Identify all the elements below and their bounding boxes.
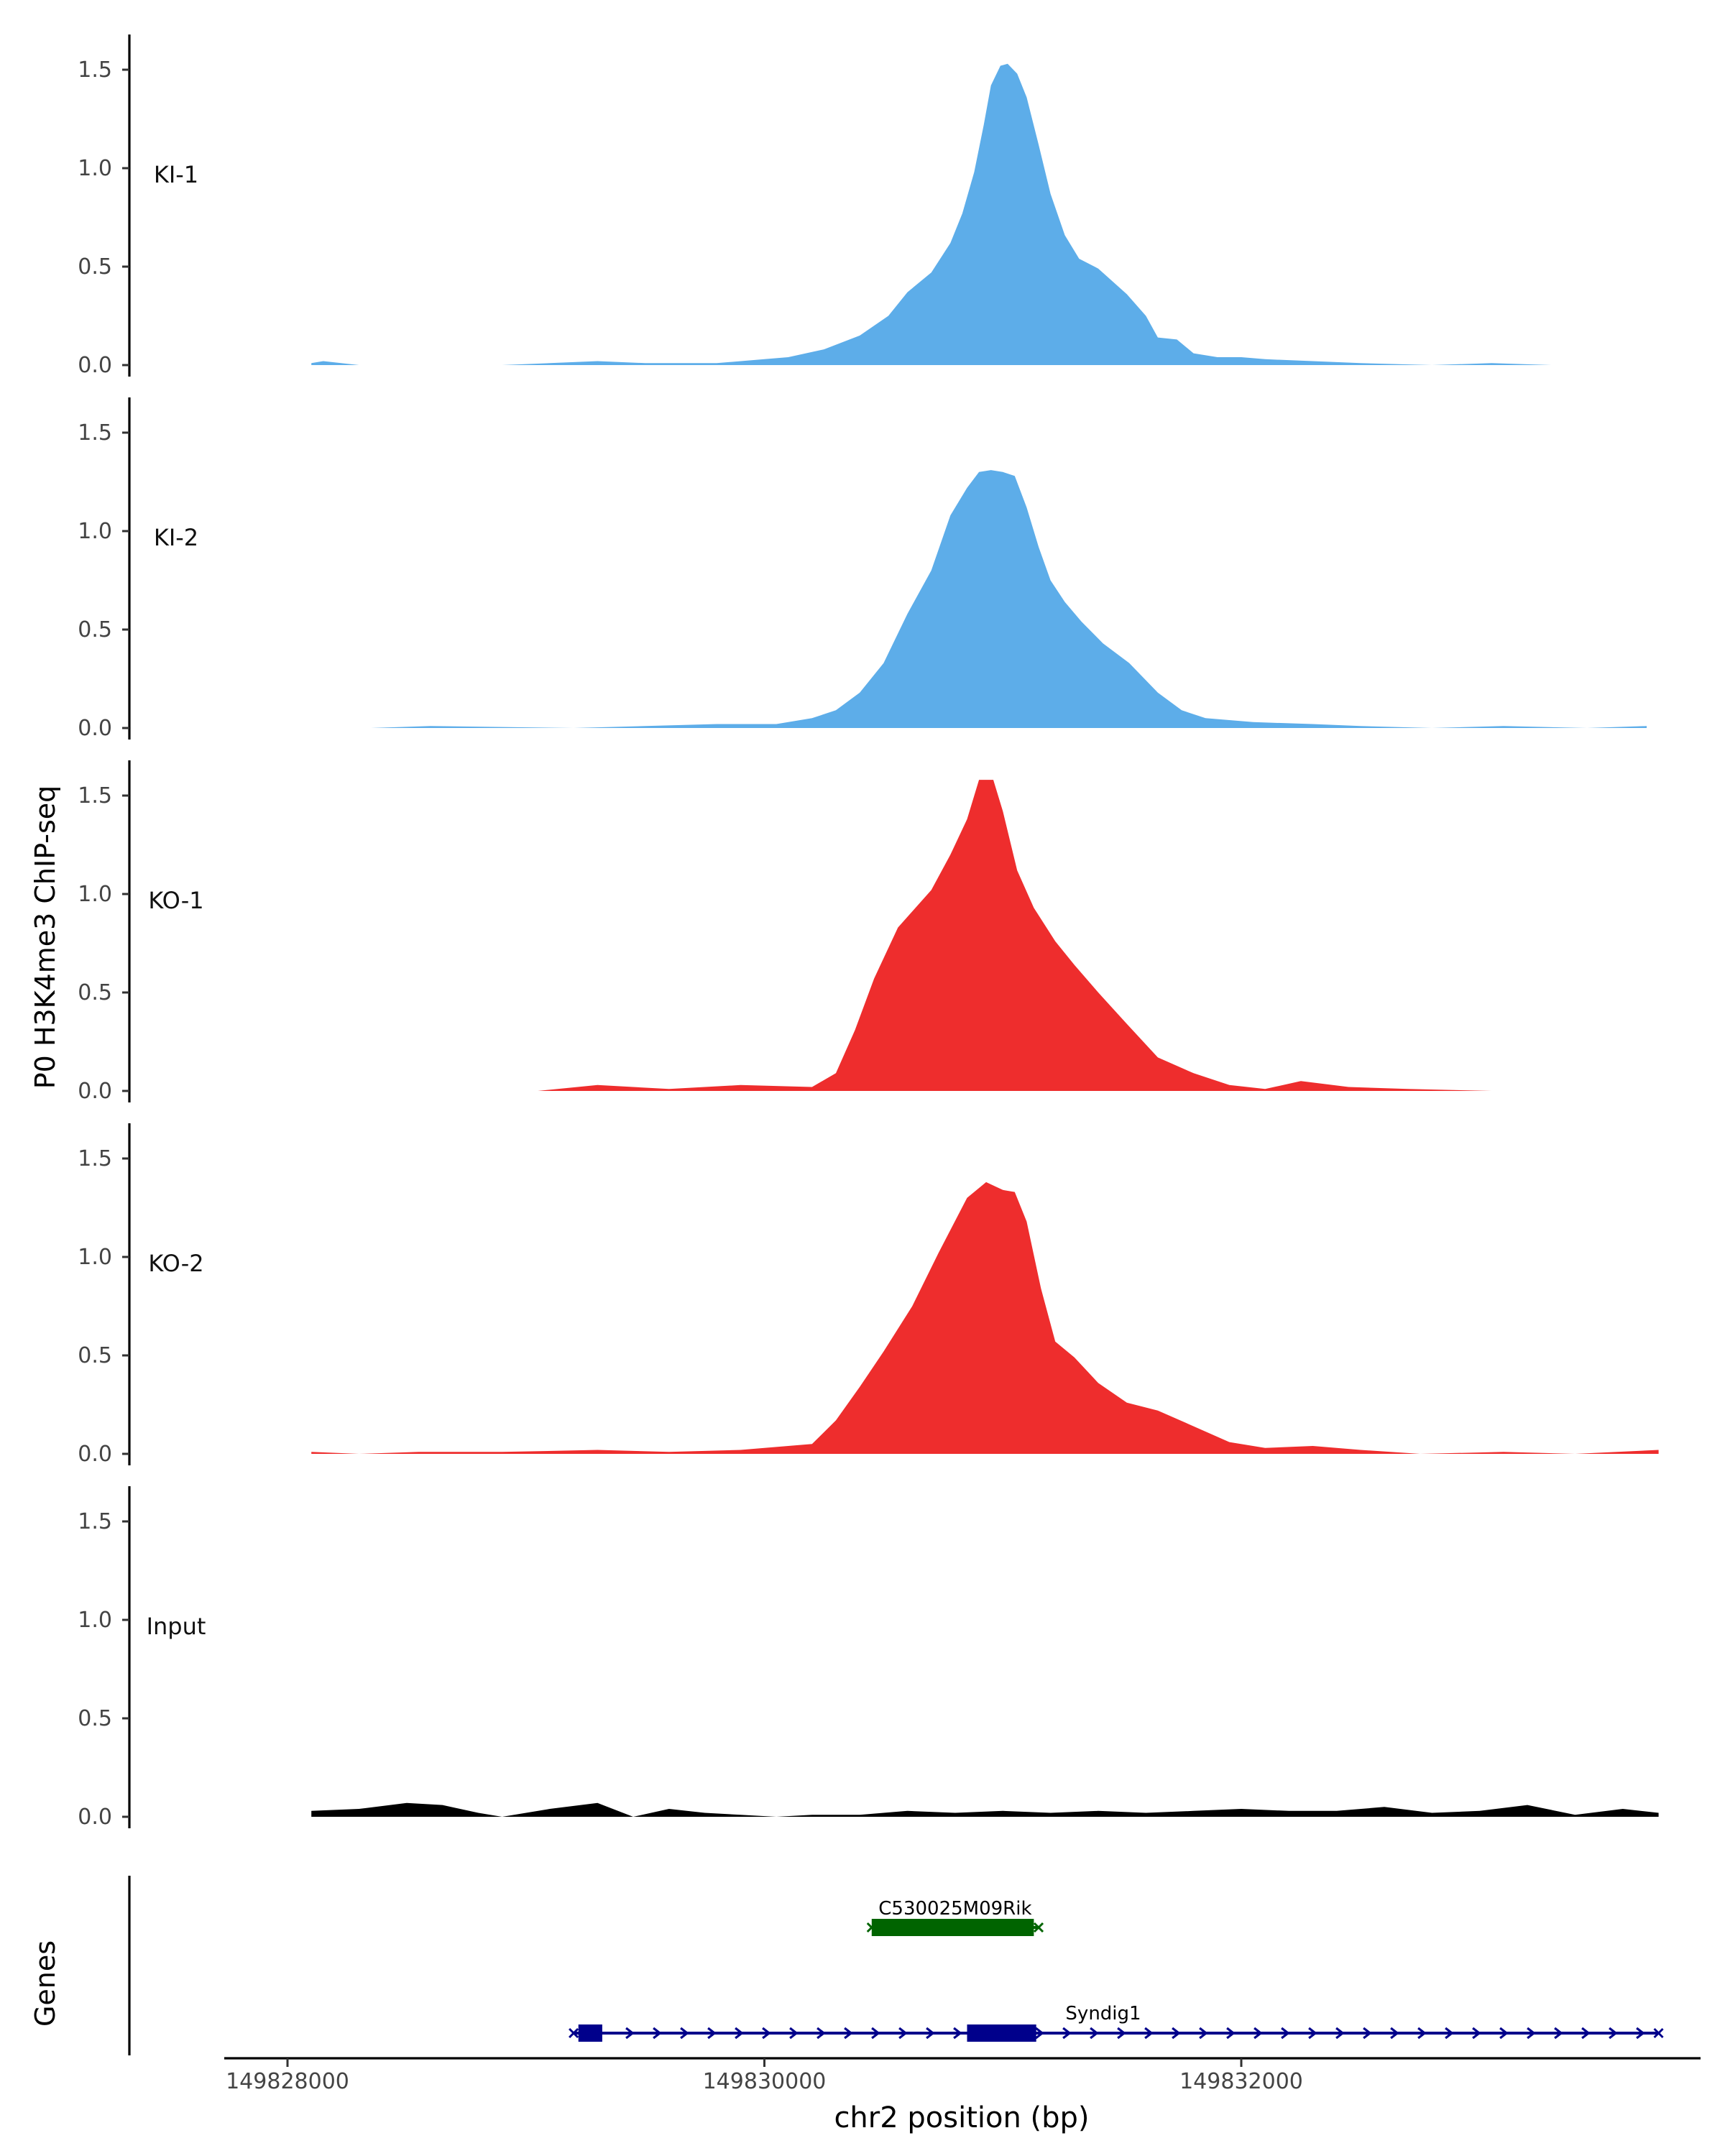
y-axis-title: P0 H3K4me3 ChIP-seq bbox=[29, 786, 61, 1089]
x-axis: 149828000 149830000 149832000 bbox=[224, 2057, 1701, 2094]
track-label: KI-1 bbox=[154, 161, 198, 188]
strand-arrow bbox=[1417, 2027, 1427, 2040]
strand-arrow bbox=[1226, 2027, 1236, 2040]
strand-arrow bbox=[1254, 2027, 1263, 2040]
track-label: KO-1 bbox=[148, 887, 203, 914]
strand-arrow bbox=[1335, 2027, 1345, 2040]
track-ko-1: 0.0 0.5 1.0 1.5 KO-1 bbox=[78, 760, 1492, 1104]
strand-arrow bbox=[1308, 2027, 1317, 2040]
y-tick-label: 0.5 bbox=[78, 617, 112, 642]
strand-arrow bbox=[625, 2027, 635, 2040]
signal-area-ko-1 bbox=[538, 780, 1492, 1091]
x-tick-label: 149832000 bbox=[1179, 2069, 1303, 2094]
strand-arrow bbox=[1144, 2027, 1154, 2040]
strand-arrow bbox=[1062, 2027, 1072, 2040]
gene-exon bbox=[578, 2024, 602, 2042]
y-tick-label: 1.0 bbox=[78, 519, 112, 544]
gene-end-mark bbox=[866, 1922, 877, 1933]
strand-arrow bbox=[1090, 2027, 1099, 2040]
signal-area-input bbox=[311, 1802, 1659, 1817]
strand-arrow bbox=[1281, 2027, 1290, 2040]
gene-end-mark bbox=[1653, 2027, 1664, 2039]
genes-axis-title: Genes bbox=[29, 1940, 61, 2027]
strand-arrow bbox=[1527, 2027, 1536, 2040]
y-tick-label: 1.5 bbox=[78, 1509, 112, 1534]
strand-arrow bbox=[1445, 2027, 1454, 2040]
strand-arrow bbox=[1035, 2027, 1044, 2040]
strand-arrow bbox=[1199, 2027, 1208, 2040]
signal-area-ki-2 bbox=[371, 470, 1647, 728]
y-tick-label: 0.5 bbox=[78, 254, 112, 280]
strand-arrow bbox=[1172, 2027, 1181, 2040]
strand-arrow bbox=[926, 2027, 935, 2040]
strand-arrow bbox=[1117, 2027, 1126, 2040]
strand-arrow bbox=[844, 2027, 853, 2040]
strand-arrow bbox=[653, 2027, 662, 2040]
strand-arrow bbox=[953, 2027, 962, 2040]
signal-area-ki-1 bbox=[311, 63, 1552, 366]
strand-arrow bbox=[1499, 2027, 1509, 2040]
tracks-layer: 0.0 0.5 1.0 1.5 KI-1 0.0 0.5 1.0 1.5 KI-2 0.0 0.5 1.… bbox=[78, 34, 1659, 1830]
strand-arrow bbox=[1636, 2027, 1645, 2040]
y-tick-label: 0.5 bbox=[78, 980, 112, 1005]
track-label: Input bbox=[147, 1613, 206, 1640]
gene-syndig1: Syndig1 bbox=[569, 2003, 1664, 2042]
y-tick-label: 1.0 bbox=[78, 882, 112, 907]
gene-label: Syndig1 bbox=[1065, 2003, 1141, 2024]
y-tick-label: 1.5 bbox=[78, 783, 112, 808]
strand-arrow bbox=[816, 2027, 826, 2040]
track-ko-2: 0.0 0.5 1.0 1.5 KO-2 bbox=[78, 1123, 1659, 1467]
x-axis-title: chr2 position (bp) bbox=[834, 2101, 1089, 2134]
signal-area-ko-2 bbox=[311, 1181, 1659, 1454]
track-ki-1: 0.0 0.5 1.0 1.5 KI-1 bbox=[78, 34, 1552, 378]
y-tick-label: 1.0 bbox=[78, 1608, 112, 1633]
gene-end-mark bbox=[569, 2027, 579, 2039]
strand-arrow bbox=[707, 2027, 717, 2040]
y-tick-label: 1.5 bbox=[78, 1146, 112, 1171]
track-label: KO-2 bbox=[148, 1250, 203, 1277]
genes-layer: C530025M09Rik Syndig1 bbox=[128, 1876, 1664, 2055]
track-input: 0.0 0.5 1.0 1.5 Input bbox=[78, 1486, 1659, 1830]
y-tick-label: 0.0 bbox=[78, 1442, 112, 1467]
y-tick-label: 1.0 bbox=[78, 1245, 112, 1270]
gene-c530025m09rik: C530025M09Rik bbox=[866, 1898, 1044, 1936]
strand-arrow bbox=[1554, 2027, 1563, 2040]
strand-arrow bbox=[1609, 2027, 1618, 2040]
strand-arrow bbox=[898, 2027, 908, 2040]
strand-arrow bbox=[735, 2027, 744, 2040]
gene-exon bbox=[871, 1919, 1034, 1936]
y-tick-label: 1.5 bbox=[78, 420, 112, 446]
x-tick-label: 149828000 bbox=[226, 2069, 349, 2094]
y-tick-label: 0.5 bbox=[78, 1343, 112, 1368]
y-tick-label: 0.0 bbox=[78, 716, 112, 741]
gene-end-mark bbox=[1033, 1922, 1044, 1933]
strand-arrow bbox=[1581, 2027, 1591, 2040]
track-ki-2: 0.0 0.5 1.0 1.5 KI-2 bbox=[78, 397, 1647, 741]
y-tick-label: 1.0 bbox=[78, 156, 112, 181]
y-tick-label: 0.0 bbox=[78, 1079, 112, 1104]
strand-arrow bbox=[680, 2027, 689, 2040]
y-tick-label: 0.0 bbox=[78, 1805, 112, 1830]
strand-arrow bbox=[1390, 2027, 1399, 2040]
y-tick-label: 0.0 bbox=[78, 353, 112, 378]
x-tick-label: 149830000 bbox=[703, 2069, 827, 2094]
strand-arrow bbox=[789, 2027, 799, 2040]
y-tick-label: 0.5 bbox=[78, 1706, 112, 1731]
strand-arrow bbox=[1472, 2027, 1481, 2040]
track-label: KI-2 bbox=[154, 524, 198, 551]
strand-arrow bbox=[762, 2027, 771, 2040]
gene-exon bbox=[967, 2024, 1036, 2042]
strand-arrow bbox=[871, 2027, 880, 2040]
strand-arrow bbox=[1363, 2027, 1372, 2040]
gene-label: C530025M09Rik bbox=[878, 1898, 1031, 1920]
y-tick-label: 1.5 bbox=[78, 57, 112, 83]
